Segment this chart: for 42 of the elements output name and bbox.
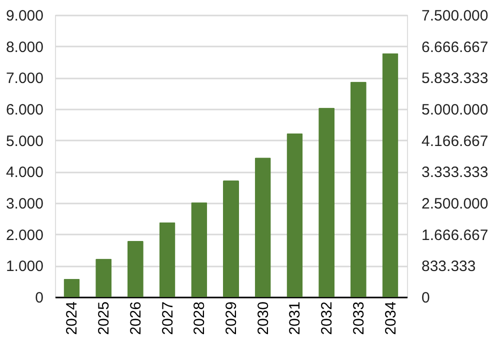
x-tick-label: 2029 — [223, 302, 240, 335]
x-tick-label: 2026 — [127, 302, 144, 335]
y2-tick-label: 5.000.000 — [422, 102, 488, 118]
bar — [64, 278, 80, 297]
y-tick-label: 1.000 — [6, 258, 44, 276]
x-tick-label: 2032 — [318, 302, 336, 335]
x-tick-label: 2034 — [382, 302, 400, 335]
bar — [350, 82, 366, 297]
x-tick-label: 2024 — [64, 302, 81, 335]
bar — [96, 258, 112, 297]
y2-tick-label: 5.833.333 — [422, 70, 488, 88]
x-tick-label: 2030 — [254, 302, 272, 335]
y-tick-label: 0 — [35, 290, 44, 306]
y-tick-label: 9.000 — [6, 8, 44, 24]
y2-tick-label: 2.500.000 — [422, 196, 488, 212]
y2-tick-label: 1.666.667 — [422, 226, 488, 244]
bar — [159, 222, 176, 297]
y-tick-label: 7.000 — [6, 70, 44, 88]
bar — [223, 180, 239, 297]
bar — [254, 158, 271, 297]
y2-tick-label: 6.666.667 — [422, 38, 488, 56]
x-tick-label: 2025 — [96, 302, 113, 335]
bar — [382, 53, 398, 297]
x-tick-label: 2031 — [286, 302, 304, 335]
bar — [191, 202, 208, 297]
y2-tick-label: 7.500.000 — [422, 8, 488, 24]
y-tick-label: 4.000 — [6, 164, 44, 182]
y2-tick-label: 0 — [422, 290, 430, 306]
y2-tick-label: 4.166.667 — [422, 132, 488, 150]
x-tick-label: 2033 — [350, 302, 368, 335]
bar — [286, 133, 303, 297]
y-tick-label: 2.000 — [6, 226, 44, 244]
x-tick-label: 2027 — [159, 302, 176, 335]
y-tick-label: 6.000 — [6, 102, 44, 118]
bar — [318, 108, 335, 297]
y2-tick-label: 3.333.333 — [422, 164, 488, 182]
y-tick-label: 3.000 — [6, 196, 44, 212]
bar — [127, 240, 144, 297]
x-tick-label: 2028 — [191, 302, 208, 335]
y-tick-label: 5.000 — [6, 132, 44, 150]
y2-tick-label: 833.333 — [422, 258, 476, 276]
y-tick-label: 8.000 — [6, 38, 44, 56]
